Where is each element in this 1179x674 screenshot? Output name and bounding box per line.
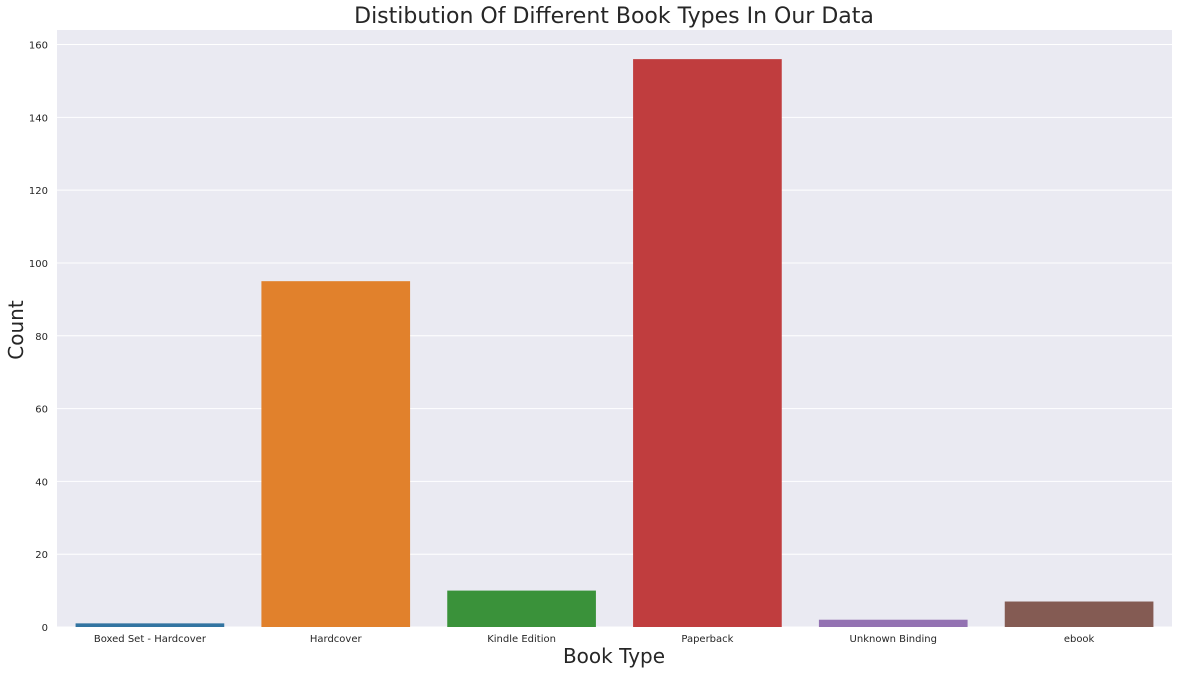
bar-kindle-edition — [447, 590, 596, 627]
bar-hardcover — [261, 281, 411, 627]
x-tick-label: Kindle Edition — [487, 634, 556, 645]
bars — [75, 59, 1154, 628]
x-tick-label: Paperback — [681, 634, 733, 645]
plot-area — [57, 30, 1172, 627]
y-tick-label: 40 — [35, 477, 48, 488]
chart-title: Distibution Of Different Book Types In O… — [354, 4, 874, 29]
y-tick-label: 0 — [42, 623, 48, 634]
y-tick-label: 120 — [29, 186, 48, 197]
y-axis-ticks: 0 20 40 60 80 100 120 140 160 — [29, 41, 48, 634]
bar-ebook — [1004, 601, 1154, 627]
y-tick-label: 20 — [35, 550, 48, 561]
bar-paperback — [633, 59, 782, 628]
x-tick-label: Hardcover — [310, 634, 363, 645]
x-axis-ticks: Boxed Set - Hardcover Hardcover Kindle Edi… — [94, 634, 1095, 645]
x-tick-label: ebook — [1064, 634, 1095, 645]
x-tick-label: Boxed Set - Hardcover — [94, 634, 207, 645]
y-axis-label: Count — [4, 300, 28, 360]
y-tick-label: 140 — [29, 113, 48, 124]
gridlines — [57, 44, 1172, 628]
x-axis-label: Book Type — [563, 644, 665, 668]
x-tick-label: Unknown Binding — [850, 634, 937, 645]
y-tick-label: 80 — [35, 332, 48, 343]
y-tick-label: 100 — [29, 259, 48, 270]
bar-boxed-set-hardcover — [75, 623, 225, 627]
y-tick-label: 60 — [35, 405, 48, 416]
y-tick-label: 160 — [29, 41, 48, 52]
bar-unknown-binding — [818, 619, 968, 627]
